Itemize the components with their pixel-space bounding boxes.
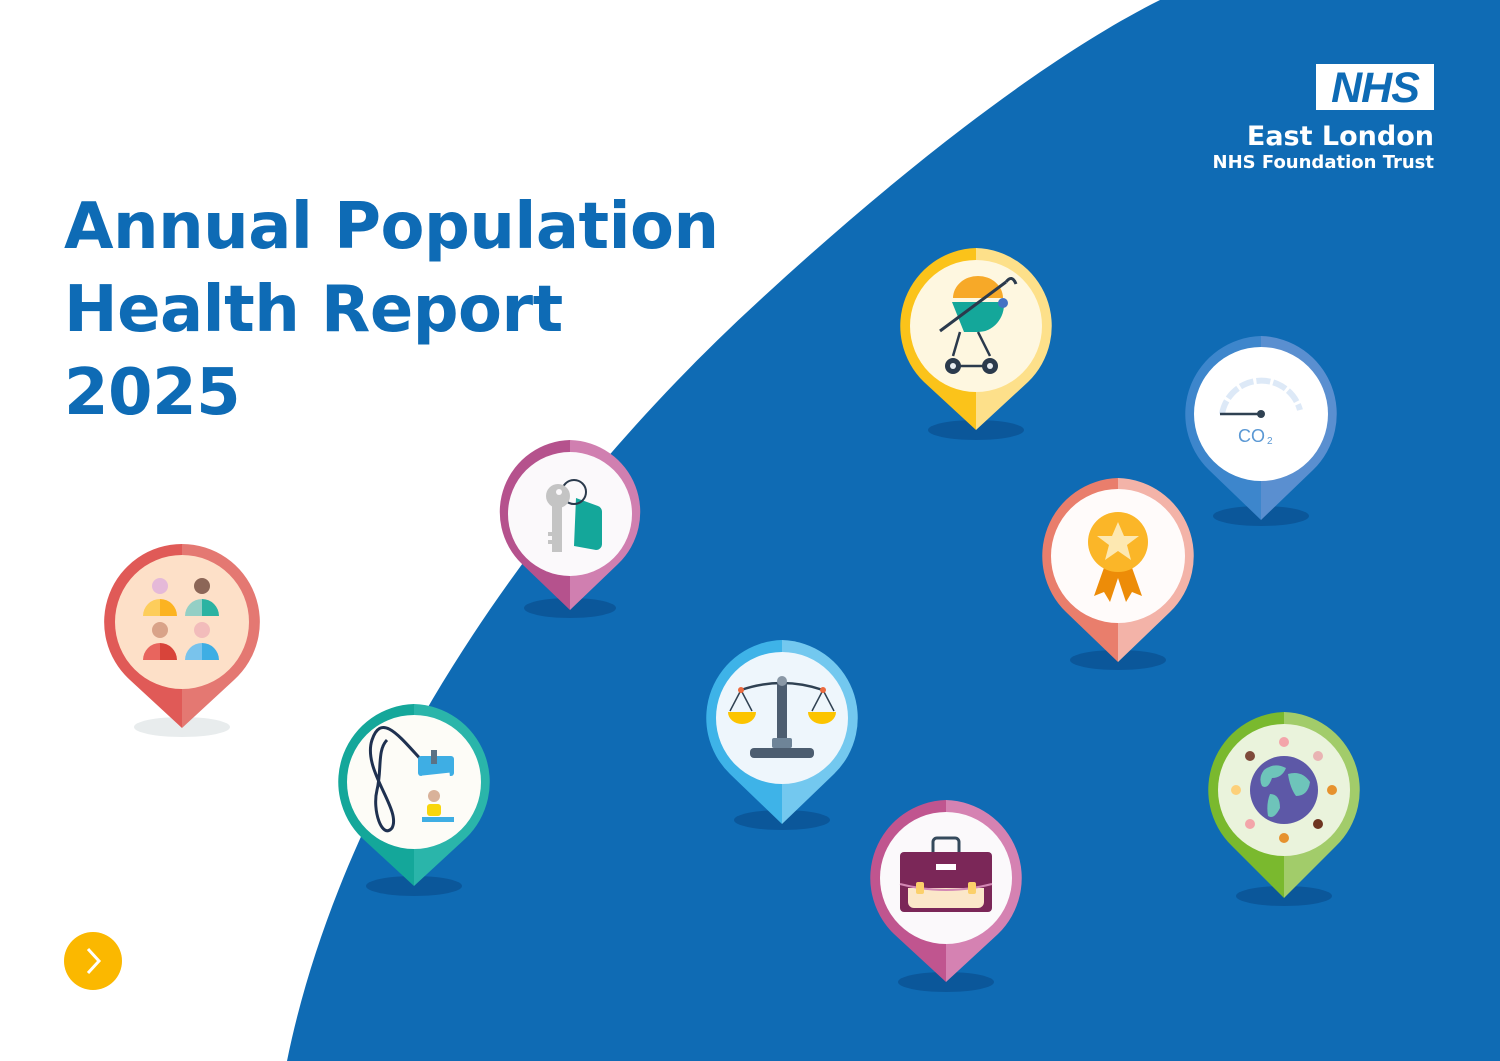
- title-line-3: 2025: [64, 356, 241, 430]
- next-page-button[interactable]: [64, 932, 122, 990]
- co2-gauge-icon: CO 2: [1219, 377, 1303, 447]
- id-lanyard-icon: [368, 726, 455, 833]
- award-rosette-icon: [1088, 512, 1148, 602]
- people-group-icon: [143, 578, 219, 660]
- award-pin[interactable]: [1038, 474, 1200, 674]
- pram-pin[interactable]: [896, 244, 1058, 444]
- key-tag-icon: [546, 479, 603, 552]
- org-name: East London: [1246, 121, 1434, 152]
- briefcase-pin[interactable]: [866, 796, 1028, 996]
- nhs-badge: NHS: [1316, 64, 1434, 111]
- chevron-right-icon: [86, 947, 102, 975]
- global-community-icon: [1231, 737, 1337, 843]
- co2-pin[interactable]: CO 2: [1182, 334, 1342, 530]
- title-line-1: Annual Population: [64, 190, 719, 264]
- briefcase-icon: [899, 836, 993, 912]
- id-lanyard-pin[interactable]: [332, 700, 496, 900]
- people-group-pin[interactable]: [100, 540, 264, 740]
- pram-icon: [939, 276, 1018, 374]
- org-subtitle: NHS Foundation Trust: [1212, 152, 1434, 173]
- title-line-2: Health Report: [64, 273, 563, 347]
- nhs-trust-logo: NHS East London NHS Foundation Trust: [1213, 64, 1434, 174]
- svg-text:CO: CO: [1238, 426, 1265, 446]
- justice-scales-pin[interactable]: [704, 636, 864, 836]
- key-tag-pin[interactable]: [496, 436, 646, 622]
- svg-text:2: 2: [1267, 436, 1273, 447]
- page-title: Annual Population Health Report 2025: [64, 186, 719, 435]
- justice-scales-icon: [728, 676, 836, 758]
- global-community-pin[interactable]: [1204, 708, 1366, 908]
